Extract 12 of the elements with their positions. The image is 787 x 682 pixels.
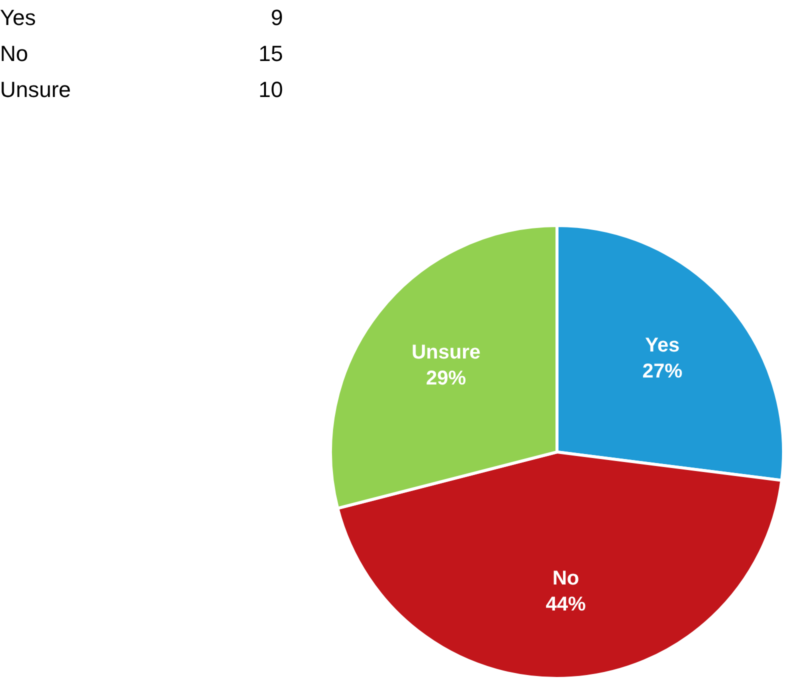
category-label: No (0, 41, 28, 66)
category-label: Yes (0, 5, 36, 30)
text: 15 (258, 40, 283, 68)
category-label: Unsure (0, 77, 71, 102)
slice-label: Yes (645, 334, 680, 357)
data-label: 44% (546, 594, 586, 616)
text: 10 (258, 76, 283, 104)
slice-label: Unsure (412, 341, 480, 364)
slice-label: No (552, 568, 580, 590)
data-label: 29% (426, 367, 466, 390)
data-label: 27% (642, 360, 683, 383)
text: 9 (270, 4, 283, 32)
